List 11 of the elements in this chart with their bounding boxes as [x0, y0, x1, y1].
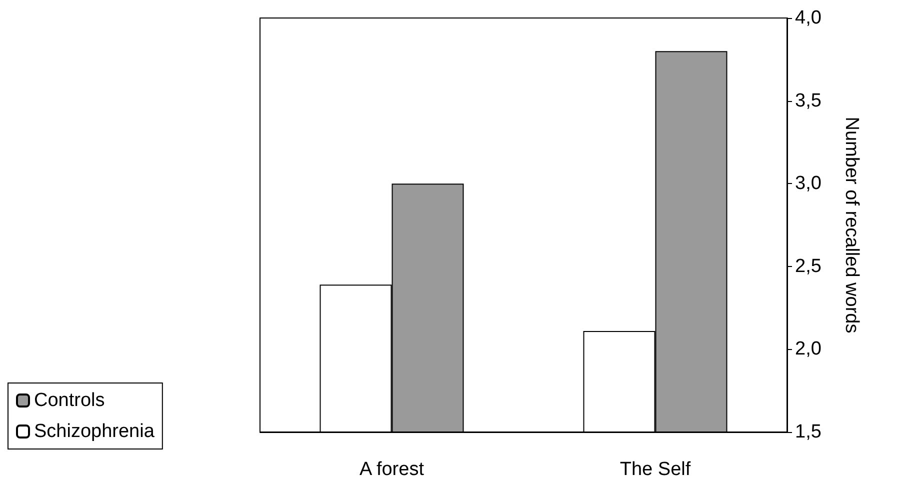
- x-tick-label: The Self: [620, 459, 692, 480]
- y-tick-label: 3,0: [795, 173, 822, 194]
- y-tick-label: 2,5: [795, 256, 822, 277]
- y-tick-label: 3,5: [795, 90, 822, 112]
- x-tick-label: A forest: [360, 459, 425, 480]
- y-axis-title: Number of recalled words: [841, 116, 862, 334]
- legend-label: Schizophrenia: [34, 421, 155, 442]
- y-tick-label: 1,5: [795, 422, 822, 442]
- legend-label: Controls: [34, 390, 105, 411]
- y-tick-label: 2,0: [795, 338, 822, 360]
- y-tick-label: 4,0: [795, 8, 822, 28]
